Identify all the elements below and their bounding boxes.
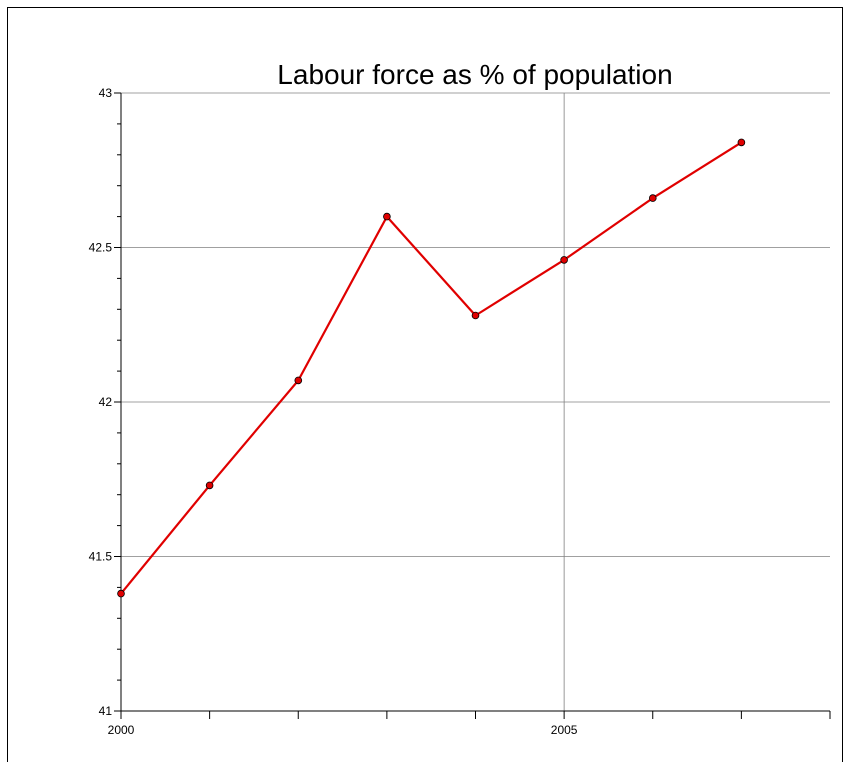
data-point [294,376,303,385]
data-point [205,481,214,490]
grid-lines [121,92,830,711]
y-tick-label: 41.5 [89,550,113,564]
series-layer [117,138,746,598]
series-line [120,141,742,595]
data-point [648,194,657,202]
data-point [560,256,568,264]
chart-title: Labour force as % of population [277,59,672,90]
chart-frame [7,7,843,762]
y-tick-label: 43 [99,86,113,100]
data-point [471,311,480,320]
data-point [383,212,391,221]
axes: 41 41.5 42 42.5 43 2000 2005 [89,86,831,737]
data-point [737,138,746,147]
x-tick-label: 2005 [551,723,578,737]
y-tick-label: 42.5 [89,241,113,255]
data-point [117,589,125,598]
x-tick-label: 2000 [108,723,135,737]
y-tick-label: 41 [99,704,113,718]
y-tick-label: 42 [99,395,113,409]
